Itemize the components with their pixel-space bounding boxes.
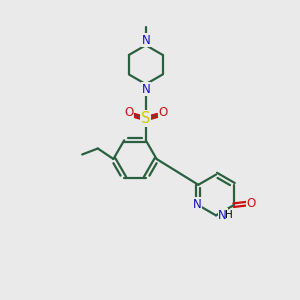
Text: N: N bbox=[218, 209, 227, 222]
Text: N: N bbox=[193, 197, 201, 211]
Text: S: S bbox=[141, 111, 151, 126]
Text: O: O bbox=[124, 106, 133, 119]
Text: N: N bbox=[141, 83, 150, 96]
Text: N: N bbox=[141, 34, 150, 46]
Text: O: O bbox=[246, 197, 256, 210]
Text: H: H bbox=[225, 210, 233, 220]
Text: O: O bbox=[158, 106, 167, 119]
